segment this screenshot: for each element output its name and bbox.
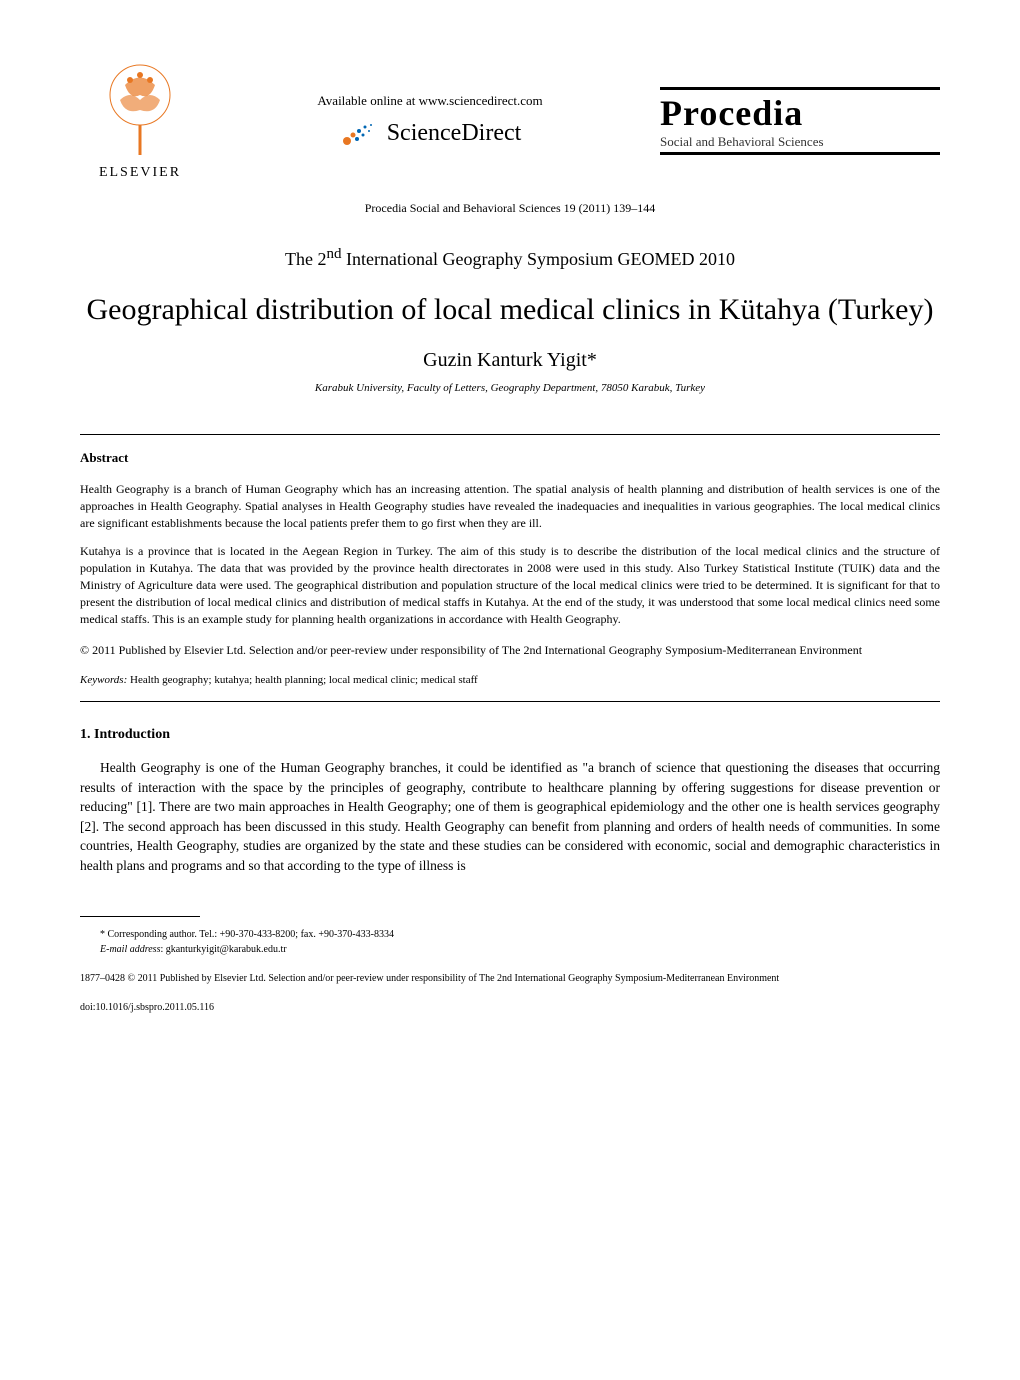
footnote-email-label: E-mail address [100, 944, 160, 955]
keywords-text: Health geography; kutahya; health planni… [127, 674, 477, 686]
bottom-doi: doi:10.1016/j.sbspro.2011.05.116 [80, 1001, 940, 1015]
footnote-corresponding: * Corresponding author. Tel.: +90-370-43… [100, 927, 940, 942]
footnote-email-value: : gkanturkyigit@karabuk.edu.tr [160, 944, 286, 955]
sciencedirect-row: ScienceDirect [220, 119, 640, 149]
author-name: Guzin Kanturk Yigit [423, 349, 587, 371]
footnote-email: E-mail address: gkanturkyigit@karabuk.ed… [100, 942, 940, 957]
rule-before-abstract [80, 434, 940, 435]
sciencedirect-text: ScienceDirect [387, 120, 522, 147]
procedia-title: Procedia [660, 92, 940, 134]
introduction-text: Health Geography is one of the Human Geo… [80, 758, 940, 875]
keywords: Keywords: Health geography; kutahya; hea… [80, 674, 940, 686]
symposium-sup: nd [327, 246, 342, 262]
procedia-box: Procedia Social and Behavioral Sciences [660, 85, 940, 157]
paper-title: Geographical distribution of local medic… [80, 290, 940, 329]
affiliation: Karabuk University, Faculty of Letters, … [80, 382, 940, 394]
copyright-text: © 2011 Published by Elsevier Ltd. Select… [80, 642, 940, 659]
abstract-p1: Health Geography is a branch of Human Ge… [80, 481, 940, 531]
header-row: ELSEVIER Available online at www.science… [80, 60, 940, 181]
author: Guzin Kanturk Yigit* [80, 349, 940, 372]
procedia-subtitle: Social and Behavioral Sciences [660, 134, 940, 150]
rule-after-keywords [80, 701, 940, 702]
procedia-line-top [660, 87, 940, 90]
author-marker: * [587, 349, 597, 371]
journal-reference: Procedia Social and Behavioral Sciences … [80, 201, 940, 216]
procedia-line-bottom [660, 152, 940, 155]
symposium-text-1: The 2 [285, 249, 326, 269]
symposium-title: The 2nd International Geography Symposiu… [80, 246, 940, 270]
symposium-text-2: International Geography Symposium GEOMED… [342, 249, 735, 269]
introduction-heading: 1. Introduction [80, 727, 940, 743]
center-header: Available online at www.sciencedirect.co… [200, 93, 660, 149]
elsevier-logo: ELSEVIER [80, 60, 200, 181]
abstract-p2: Kutahya is a province that is located in… [80, 543, 940, 627]
bottom-issn: 1877–0428 © 2011 Published by Elsevier L… [80, 972, 940, 986]
elsevier-tree-icon [100, 60, 180, 160]
sciencedirect-icon [339, 119, 379, 149]
available-online-text: Available online at www.sciencedirect.co… [220, 93, 640, 109]
footnote-rule [80, 916, 200, 917]
elsevier-text: ELSEVIER [99, 165, 181, 181]
keywords-label: Keywords: [80, 674, 127, 686]
abstract-heading: Abstract [80, 450, 940, 466]
